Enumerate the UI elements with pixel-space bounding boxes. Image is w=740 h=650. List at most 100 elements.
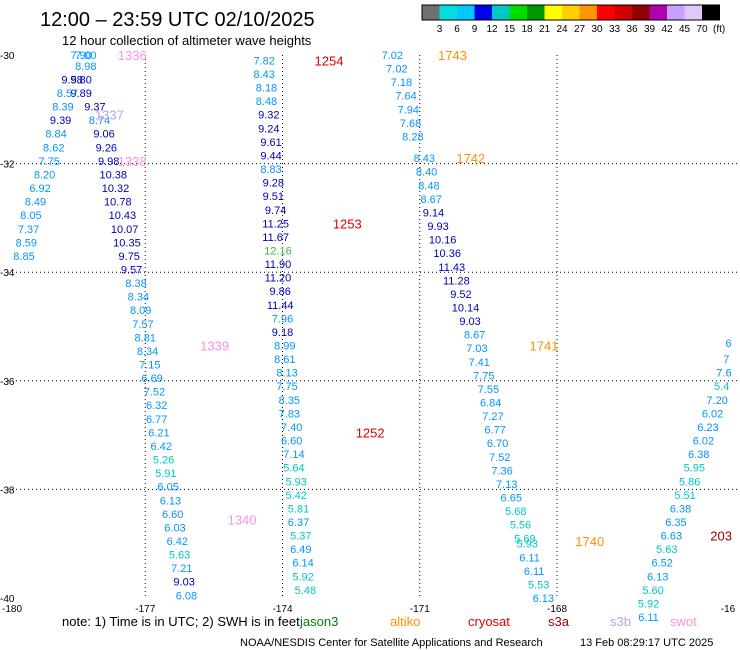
data-point-label: 7.75	[276, 381, 297, 393]
colorbar-swatch	[597, 5, 615, 20]
x-tick-label: -180	[2, 604, 22, 615]
data-point-label: 6.37	[288, 517, 309, 529]
colorbar-label: 24	[556, 24, 568, 35]
data-point-label: 5.93	[286, 476, 307, 488]
data-point-label: 7.75	[473, 370, 494, 382]
data-point-label: 5.42	[286, 490, 307, 502]
data-point-label: 9.89	[70, 88, 91, 100]
data-point-label: 8.35	[279, 395, 300, 407]
satellite-legend-jason3: jason3	[299, 614, 338, 629]
data-point-label: 6.02	[702, 408, 723, 420]
data-point-label: 7.13	[496, 479, 517, 491]
pass-label: 1252	[356, 425, 385, 440]
data-point-label: 7.82	[253, 55, 274, 67]
data-point-label: 7.37	[18, 224, 39, 236]
colorbar-label: 30	[591, 24, 603, 35]
data-point-label: 7.03	[466, 343, 487, 355]
y-tick-label: -38	[0, 485, 15, 496]
data-point-label: 5.51	[674, 490, 695, 502]
data-point-label: 7.90	[70, 50, 91, 62]
data-point-label: 7.18	[391, 77, 412, 89]
data-point-label: 8.38	[125, 278, 146, 290]
data-point-label: 8.99	[274, 341, 295, 353]
data-point-label: 8.98	[75, 61, 96, 73]
data-point-label: 5.95	[684, 463, 705, 475]
satellite-legend-s3b: s3b	[610, 614, 631, 629]
pass-label: 1742	[456, 151, 485, 166]
data-point-label: 11.67	[262, 232, 289, 244]
data-point-label: 9.51	[263, 191, 284, 203]
data-point-label: 7.40	[281, 422, 302, 434]
x-tick-label: -174	[272, 604, 292, 615]
data-point-label: 6.23	[697, 422, 718, 434]
data-point-label: 5.93	[517, 539, 538, 551]
pass-label: 203	[710, 529, 732, 544]
x-tick-label: -168	[547, 604, 567, 615]
data-point-label: 10.78	[104, 197, 132, 209]
colorbar-swatch	[527, 5, 545, 20]
data-point-label: 5.68	[505, 506, 526, 518]
data-point-label: 6.65	[501, 493, 522, 505]
data-point-label: 8.81	[135, 332, 156, 344]
data-point-label: 9.44	[260, 150, 281, 162]
data-point-label: 8.48	[418, 180, 439, 192]
data-point-label: 8.20	[34, 169, 55, 181]
data-point-label: 8.40	[416, 167, 437, 179]
satellite-legend-s3a: s3a	[548, 614, 570, 629]
data-point-label: 7.21	[171, 563, 192, 575]
data-point-label: 5.86	[679, 476, 700, 488]
data-point-label: 8.43	[253, 69, 274, 81]
data-point-label: 9.39	[50, 115, 71, 127]
satellite-legend-cryosat: cryosat	[468, 614, 510, 629]
colorbar-label: 27	[574, 24, 586, 35]
data-point-label: 6.11	[519, 552, 540, 564]
data-point-label: 8.43	[414, 153, 435, 165]
data-point-label: 5.63	[169, 550, 190, 562]
data-point-label: 7.57	[132, 319, 153, 331]
data-point-label: 7	[723, 354, 729, 366]
data-point-label: 6.02	[693, 436, 714, 448]
y-tick-label: -32	[0, 160, 15, 171]
x-axis-ticks: -180 -177 -174 -171 -168 -16	[2, 604, 736, 615]
data-point-label: 5.92	[638, 598, 659, 610]
data-point-label: 11.43	[438, 262, 465, 274]
colorbar-label: 3	[437, 24, 443, 35]
data-point-label: 9.75	[119, 251, 140, 263]
data-point-label: 6.42	[151, 441, 172, 453]
data-point-label: 6.38	[688, 449, 709, 461]
data-point-label: 5.53	[528, 579, 549, 591]
data-point-label: 10.14	[452, 302, 480, 314]
pass-label: 1338	[118, 154, 147, 169]
data-point-label: 7.52	[489, 452, 510, 464]
data-point-label: 8.67	[420, 194, 441, 206]
x-tick-label: -177	[135, 604, 155, 615]
data-point-label: 7.52	[144, 387, 165, 399]
data-point-label: 8.05	[20, 210, 41, 222]
colorbar-swatch	[684, 5, 702, 20]
colorbar-swatch	[702, 5, 720, 20]
pass-labels: 1336 1338 1339 1340 1337 1254 1253 1252 1743 1742…	[95, 48, 732, 549]
data-point-label: 9.52	[450, 289, 471, 301]
data-point-label: 6.38	[670, 503, 691, 515]
data-point-label: 9.37	[84, 102, 105, 114]
data-point-label: 8.48	[256, 96, 277, 108]
data-point-label: 6.13	[533, 593, 554, 605]
colorbar-label: 42	[661, 24, 673, 35]
data-point-label: 10.38	[99, 169, 127, 181]
data-point-label: 5.56	[510, 520, 531, 532]
colorbar-swatch	[614, 5, 632, 20]
data-point-label: 5.64	[283, 463, 304, 475]
colorbar-swatch	[562, 5, 580, 20]
footer-timestamp: 13 Feb 08:29:17 UTC 2025	[580, 637, 713, 649]
data-point-label: 10.35	[113, 237, 141, 249]
data-point-label: 9.98	[98, 156, 119, 168]
data-point-label: 8.09	[130, 305, 151, 317]
data-point-label: 9.74	[265, 205, 286, 217]
data-point-label: 6.52	[652, 558, 673, 570]
colorbar-unit: (ft)	[713, 24, 725, 35]
data-point-label: 6.35	[665, 517, 686, 529]
data-point-label: 6.77	[485, 425, 506, 437]
data-point-label: 6.11	[638, 612, 659, 624]
data-point-label: 12.16	[264, 245, 292, 257]
data-point-label: 7.64	[395, 91, 416, 103]
